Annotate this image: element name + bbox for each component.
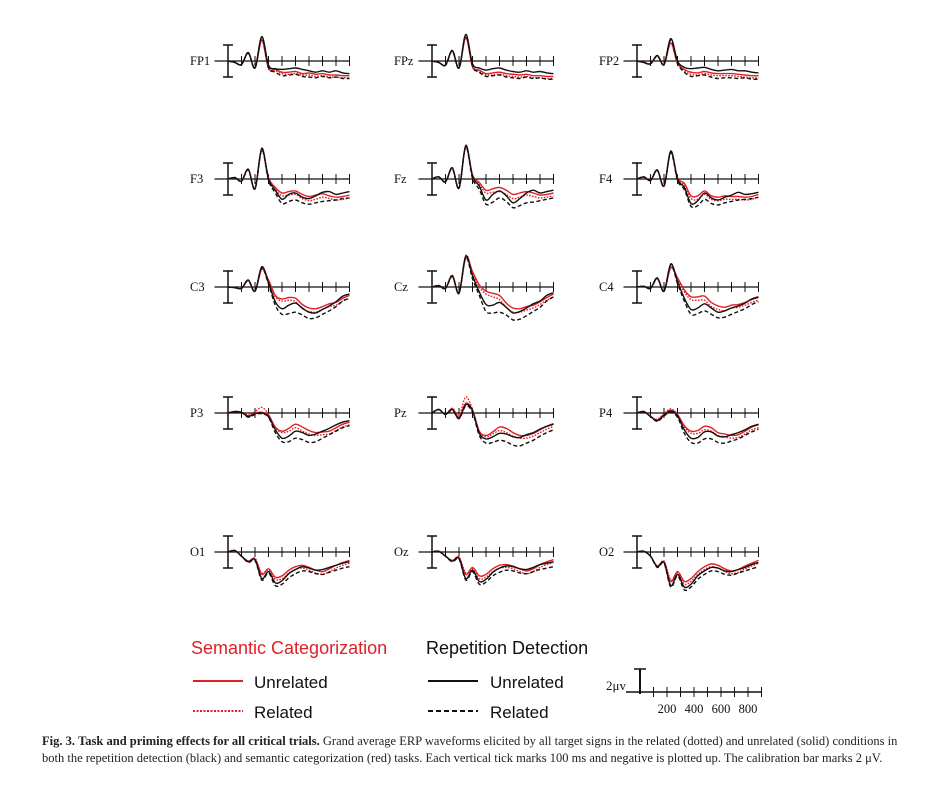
caption-text: Grand average ERP waveforms elicited by … — [42, 734, 898, 765]
waveform-repetition-detection-unrelated — [227, 549, 350, 585]
waveform-repetition-detection-related — [227, 549, 350, 588]
legend-label-semantic-related: Related — [254, 703, 313, 722]
waveform-repetition-detection-related — [636, 151, 759, 209]
waveform-semantic-categorization-related — [636, 151, 759, 202]
erp-panel-grid: FP1 FPz FP2 F3 Fz F4 C3 Cz C4 P3 Pz P4 O1 Oz O2 — [190, 33, 759, 592]
calibration-tick-label: 400 — [685, 702, 704, 716]
waveform-repetition-detection-related — [431, 256, 554, 321]
waveform-repetition-detection-unrelated — [431, 33, 554, 75]
electrode-label: Cz — [394, 280, 408, 294]
erp-panel-f4: F4 — [599, 150, 759, 209]
erp-panel-pz: Pz — [394, 396, 554, 447]
erp-panel-o1: O1 — [190, 535, 350, 588]
legend-label-repetition-unrelated: Unrelated — [490, 673, 564, 692]
calibration-axis: 2μv 200 400 600 800 — [606, 668, 762, 716]
waveform-repetition-detection-unrelated — [636, 263, 759, 314]
electrode-label: Fz — [394, 172, 407, 186]
electrode-label: O2 — [599, 545, 614, 559]
waveform-semantic-categorization-unrelated — [431, 256, 554, 310]
erp-panel-c4: C4 — [599, 263, 759, 319]
waveform-repetition-detection-related — [227, 410, 350, 444]
erp-panel-o2: O2 — [599, 535, 759, 592]
electrode-label: Oz — [394, 545, 409, 559]
erp-panel-f3: F3 — [190, 147, 350, 205]
electrode-label: P4 — [599, 406, 613, 420]
waveform-repetition-detection-related — [636, 39, 759, 80]
waveform-semantic-categorization-unrelated — [227, 39, 350, 77]
waveform-semantic-categorization-related — [431, 396, 554, 440]
waveform-repetition-detection-related — [636, 410, 759, 445]
waveform-repetition-detection-related — [636, 264, 759, 319]
caption-label: Fig. 3. — [42, 734, 75, 748]
electrode-label: P3 — [190, 406, 203, 420]
erp-panel-p3: P3 — [190, 396, 350, 444]
waveform-repetition-detection-related — [431, 35, 554, 80]
erp-panel-fz: Fz — [394, 144, 554, 209]
waveform-semantic-categorization-unrelated — [227, 267, 350, 310]
waveform-repetition-detection-unrelated — [636, 410, 759, 440]
waveform-repetition-detection-unrelated — [431, 144, 554, 204]
legend-title-semantic: Semantic Categorization — [191, 638, 387, 658]
calibration-tick-label: 200 — [658, 702, 677, 716]
legend-label-repetition-related: Related — [490, 703, 549, 722]
erp-panel-p4: P4 — [599, 396, 759, 445]
waveform-repetition-detection-related — [227, 37, 350, 80]
waveform-semantic-categorization-unrelated — [636, 550, 759, 583]
waveform-repetition-detection-related — [431, 405, 554, 447]
erp-panel-fpz: FPz — [394, 33, 554, 80]
waveform-semantic-categorization-related — [431, 254, 554, 314]
electrode-label: C3 — [190, 280, 205, 294]
waveform-semantic-categorization-related — [227, 149, 350, 202]
waveform-semantic-categorization-unrelated — [636, 150, 759, 198]
waveform-repetition-detection-unrelated — [431, 403, 554, 440]
electrode-label: O1 — [190, 545, 205, 559]
waveform-repetition-detection-related — [227, 148, 350, 205]
waveform-repetition-detection-unrelated — [227, 265, 350, 314]
legend: Semantic Categorization Repetition Detec… — [191, 638, 588, 722]
waveform-repetition-detection-unrelated — [227, 410, 350, 440]
electrode-label: FPz — [394, 54, 414, 68]
electrode-label: F4 — [599, 172, 613, 186]
legend-title-repetition: Repetition Detection — [426, 638, 588, 658]
calibration-tick-label: 800 — [739, 702, 758, 716]
electrode-label: FP2 — [599, 54, 619, 68]
waveform-repetition-detection-unrelated — [636, 550, 759, 589]
electrode-label: FP1 — [190, 54, 210, 68]
erp-panel-oz: Oz — [394, 535, 554, 586]
erp-panel-c3: C3 — [190, 265, 350, 320]
electrode-label: F3 — [190, 172, 203, 186]
waveform-repetition-detection-related — [431, 550, 554, 586]
waveform-semantic-categorization-unrelated — [431, 36, 554, 78]
waveform-repetition-detection-unrelated — [636, 37, 759, 74]
calibration-tick-label: 600 — [712, 702, 731, 716]
figure-caption: Fig. 3. Task and priming effects for all… — [42, 733, 914, 767]
erp-panel-fp1: FP1 — [190, 35, 350, 80]
waveform-repetition-detection-unrelated — [227, 35, 350, 75]
electrode-label: C4 — [599, 280, 614, 294]
electrode-label: Pz — [394, 406, 407, 420]
caption-title: Task and priming effects for all critica… — [78, 734, 320, 748]
waveform-semantic-categorization-unrelated — [227, 148, 350, 198]
waveform-semantic-categorization-related — [636, 408, 759, 439]
calibration-label: 2μv — [606, 678, 626, 693]
waveform-semantic-categorization-related — [227, 406, 350, 437]
erp-panel-cz: Cz — [394, 254, 554, 321]
waveform-repetition-detection-related — [431, 146, 554, 209]
waveform-repetition-detection-related — [227, 267, 350, 320]
waveform-semantic-categorization-related — [227, 549, 350, 581]
waveform-semantic-categorization-related — [431, 550, 554, 580]
erp-panel-fp2: FP2 — [599, 37, 759, 80]
legend-label-semantic-unrelated: Unrelated — [254, 673, 328, 692]
waveform-semantic-categorization-unrelated — [431, 402, 554, 437]
waveform-repetition-detection-unrelated — [431, 550, 554, 583]
waveform-repetition-detection-related — [636, 550, 759, 592]
